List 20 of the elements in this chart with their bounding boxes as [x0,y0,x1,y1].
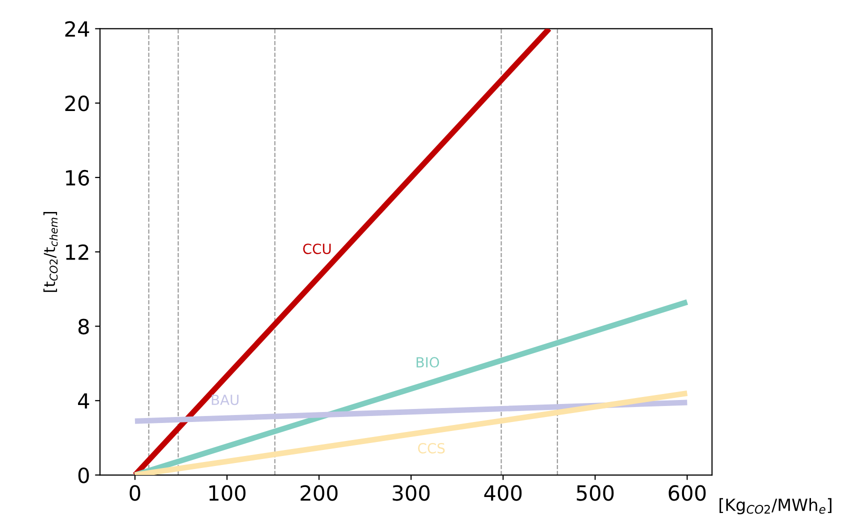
x-tick-label: 300 [392,485,430,501]
series-label: BIO [416,357,440,368]
series-label: BAU [212,394,238,406]
x-tick-label: 400 [484,485,522,501]
x-tick-label: 100 [209,485,246,501]
x-tick-label: 500 [576,485,614,501]
y-tick-label: 4 [78,393,90,409]
x-tick-label: 0 [130,485,140,501]
y-tick-label: 20 [65,96,89,112]
y-tick-label: 12 [66,244,88,260]
series-label: CCS [418,442,445,454]
x-tick-label: 600 [668,485,706,501]
series-label: CCU [303,244,331,254]
y-tick-label: 0 [78,467,89,484]
x-axis-title: [Kg$_{CO2}$/MWh$_{e}$] [720,498,832,514]
y-tick-label: 16 [66,170,89,186]
y-axis-title: [t$_{CO2}$/t$_{chem}$] [43,212,58,292]
x-tick-label: 200 [300,485,338,501]
y-tick-label: 8 [78,318,89,334]
y-tick-label: 24 [65,21,90,37]
